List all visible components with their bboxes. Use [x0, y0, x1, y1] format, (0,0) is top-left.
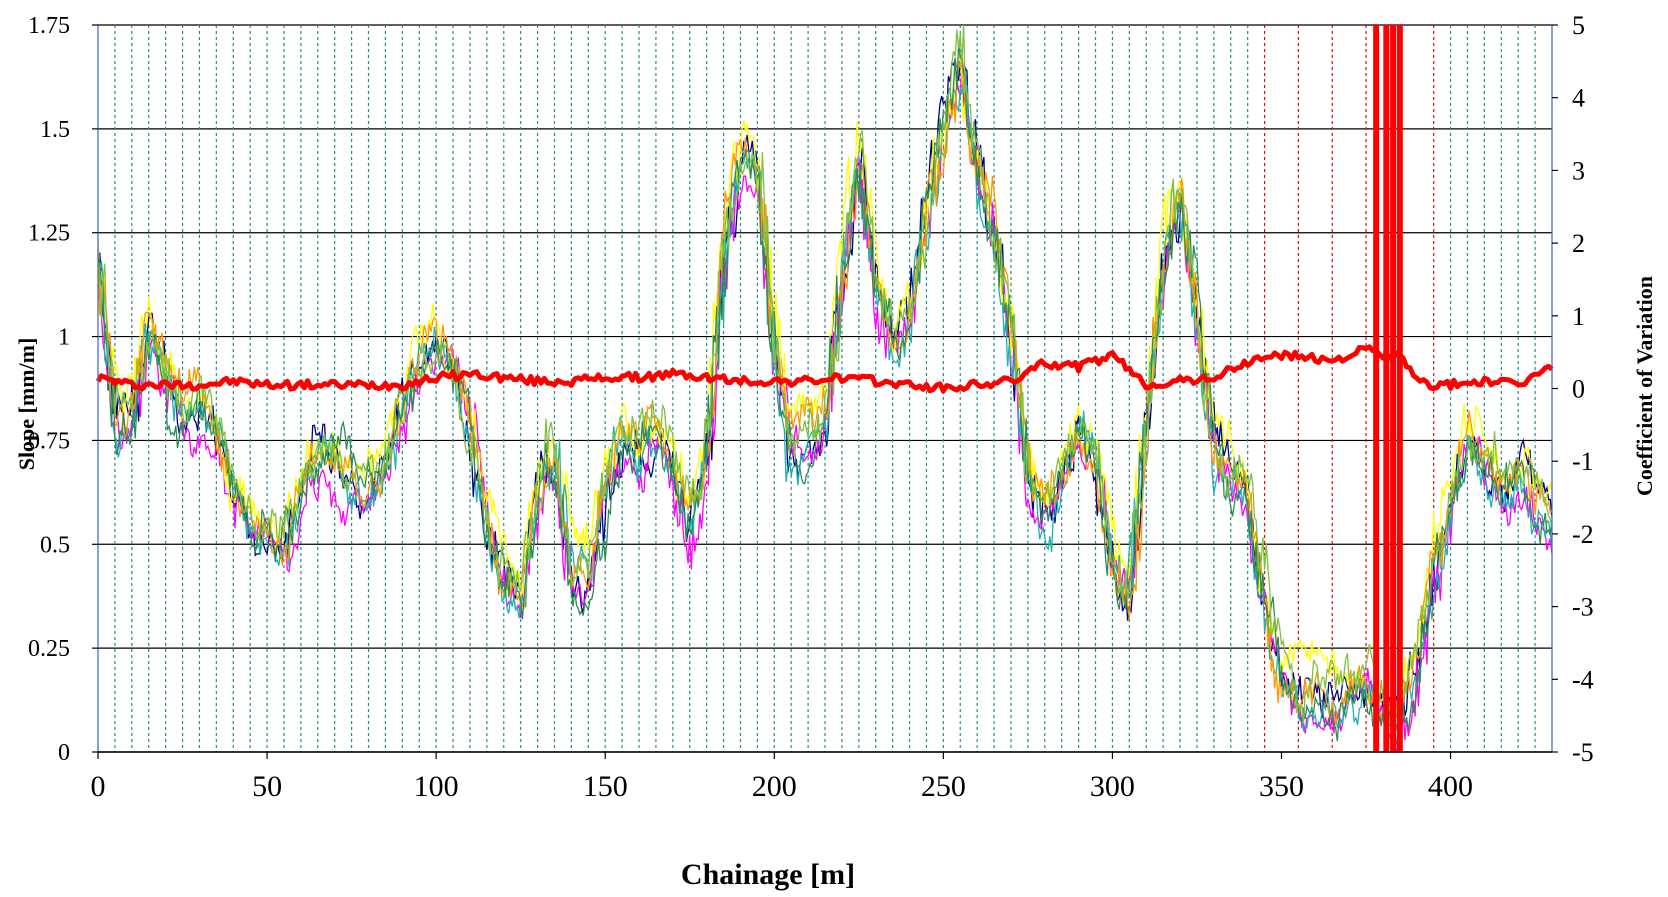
y-tick-label: 1 — [58, 325, 70, 351]
x-axis-title: Chainage [m] — [681, 858, 855, 891]
x-tick-label: 350 — [1259, 770, 1304, 803]
y-tick-label: 1.75 — [28, 13, 70, 39]
y-tick-labels: 0 0.25 0.5 0.75 1 1.25 1.5 1.75 — [28, 13, 98, 766]
y2-tick-labels: -5 -4 -3 -2 -1 0 1 2 3 4 5 — [1552, 11, 1594, 767]
y2-tick-label: -5 — [1572, 738, 1594, 767]
y2-axis-title: Coefficient of Variation — [1632, 276, 1657, 496]
slope-line — [97, 42, 1553, 753]
y2-tick-label: 5 — [1572, 11, 1585, 40]
y2-tick-label: 1 — [1572, 302, 1585, 331]
y-tick-label: 0.25 — [28, 636, 70, 662]
x-tick-label: 50 — [252, 770, 282, 803]
y2-tick-label: -3 — [1572, 593, 1594, 622]
slope-series — [97, 24, 1553, 753]
y-tick-label: 1.25 — [28, 221, 70, 247]
vertical-markers — [114, 25, 1536, 752]
y-tick-label: 0.5 — [40, 532, 70, 558]
x-tick-label: 200 — [752, 770, 797, 803]
y2-tick-label: 3 — [1572, 156, 1585, 185]
x-tick-label: 150 — [583, 770, 628, 803]
y-tick-label: 1.5 — [40, 117, 70, 143]
y2-tick-label: 2 — [1572, 229, 1585, 258]
x-tick-label: 100 — [414, 770, 459, 803]
y-axis-title: Slope [mm/m] — [14, 338, 39, 471]
cov-line — [95, 344, 1554, 394]
y2-tick-label: -4 — [1572, 665, 1594, 694]
cov-series — [95, 25, 1554, 752]
y2-tick-label: -1 — [1572, 447, 1594, 476]
x-tick-label: 0 — [91, 770, 106, 803]
y2-tick-label: 0 — [1572, 375, 1585, 404]
x-tick-label: 300 — [1090, 770, 1135, 803]
x-tick-label: 250 — [921, 770, 966, 803]
y2-tick-label: 4 — [1572, 84, 1585, 113]
y-tick-label: 0 — [58, 740, 70, 766]
x-tick-label: 400 — [1428, 770, 1473, 803]
y-tick-label: 0.75 — [28, 428, 70, 454]
y2-tick-label: -2 — [1572, 520, 1594, 549]
slope-line — [97, 24, 1553, 724]
x-tick-labels: 0 50 100 150 200 250 300 350 400 — [91, 752, 1473, 803]
